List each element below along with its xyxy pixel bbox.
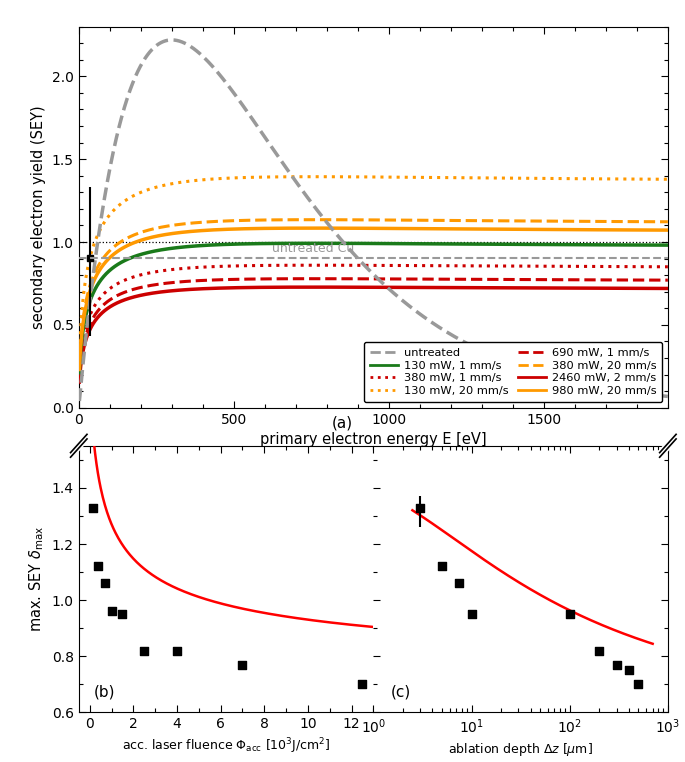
X-axis label: acc. laser fluence $\Phi_\mathrm{acc}$ [10$^3$J/cm$^2$]: acc. laser fluence $\Phi_\mathrm{acc}$ [… [122, 737, 330, 757]
Point [106, 605, 117, 617]
Point [564, 608, 575, 620]
Point [594, 645, 605, 657]
Point [117, 608, 128, 620]
Y-axis label: max. SEY $\delta_\mathrm{max}$: max. SEY $\delta_\mathrm{max}$ [27, 526, 47, 632]
Y-axis label: secondary electron yield (SEY): secondary electron yield (SEY) [32, 105, 47, 329]
Text: untreated Cu: untreated Cu [273, 242, 355, 255]
Point [623, 664, 634, 677]
Point [453, 578, 464, 590]
Text: (b): (b) [93, 684, 115, 700]
Point [633, 678, 644, 690]
Point [466, 608, 477, 620]
Text: (c): (c) [391, 684, 411, 700]
Point [171, 645, 182, 657]
X-axis label: ablation depth $\Delta z$ [$\mu$m]: ablation depth $\Delta z$ [$\mu$m] [448, 741, 593, 758]
X-axis label: primary electron energy E [eV]: primary electron energy E [eV] [260, 432, 486, 447]
Point [414, 501, 425, 514]
Point [611, 658, 622, 671]
Point [237, 658, 248, 671]
Point [357, 678, 368, 690]
Point [87, 501, 98, 514]
Text: (a): (a) [332, 415, 353, 431]
Point [139, 645, 150, 657]
Point [92, 560, 103, 572]
Legend: untreated, 130 mW, 1 mm/s, 380 mW, 1 mm/s, 130 mW, 20 mm/s, 690 mW, 1 mm/s, 380 : untreated, 130 mW, 1 mm/s, 380 mW, 1 mm/… [364, 342, 662, 402]
Point [99, 578, 110, 590]
Point [436, 560, 447, 572]
